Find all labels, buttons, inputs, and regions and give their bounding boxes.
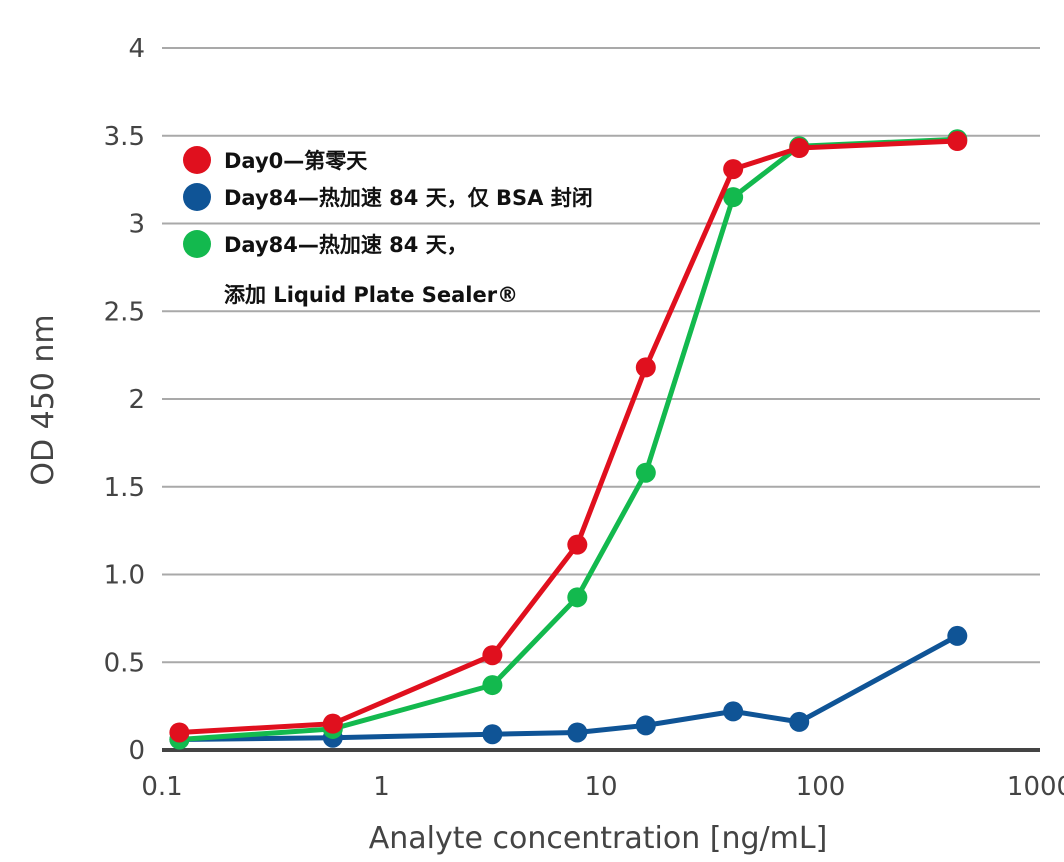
data-point	[947, 625, 968, 646]
x-tick-label: 100	[796, 772, 846, 802]
x-tick-label: 0.1	[141, 772, 182, 802]
series-line	[179, 138, 958, 735]
legend-label-day84-sealer-line2: 添加 Liquid Plate Sealer®	[224, 283, 518, 307]
y-tick-label: 1.0	[104, 561, 145, 591]
y-tick-label: 2.5	[104, 297, 145, 327]
data-point	[789, 711, 810, 732]
legend-label-day84-bsa: Day84—热加速 84 天，仅 BSA 封闭	[224, 186, 593, 210]
y-tick-labels: 0 0.5 1.0 1.5 2 2.5 3 3.5 4	[104, 34, 145, 766]
data-point	[169, 722, 190, 743]
series-2	[169, 129, 968, 750]
x-tick-label: 1000	[1007, 772, 1064, 802]
y-tick-label: 0.5	[104, 648, 145, 678]
x-tick-labels: 0.1 1 10 100 1000	[141, 772, 1064, 802]
legend-label-day0: Day0—第零天	[224, 149, 368, 173]
y-tick-label: 4	[128, 34, 145, 64]
legend-marker-day84-sealer	[183, 230, 211, 258]
data-point	[567, 587, 588, 608]
series-line	[179, 136, 958, 742]
y-tick-label: 1.5	[104, 473, 145, 503]
data-point	[635, 462, 656, 483]
data-point	[947, 131, 968, 152]
legend-marker-day84-bsa	[183, 183, 211, 211]
x-tick-label: 10	[584, 772, 617, 802]
y-tick-label: 2	[128, 385, 145, 415]
series-layer	[169, 129, 968, 750]
y-tick-label: 3	[128, 210, 145, 240]
data-point	[789, 138, 810, 159]
x-tick-label: 1	[373, 772, 390, 802]
legend-marker-day0	[183, 146, 211, 174]
data-point	[635, 357, 656, 378]
data-point	[723, 159, 744, 180]
y-axis-title: OD 450 nm	[26, 314, 61, 485]
data-point	[723, 187, 744, 208]
y-tick-label: 0	[128, 736, 145, 766]
data-point	[635, 715, 656, 736]
data-point	[567, 722, 588, 743]
data-point	[482, 645, 503, 666]
data-point	[567, 534, 588, 555]
x-axis-title: Analyte concentration [ng/mL]	[369, 821, 828, 856]
data-point	[482, 675, 503, 696]
data-point	[723, 701, 744, 722]
series-0	[169, 131, 968, 743]
legend-label-day84-sealer: Day84—热加速 84 天，	[224, 233, 468, 257]
data-point	[482, 724, 503, 745]
legend: Day0—第零天 Day84—热加速 84 天，仅 BSA 封闭 Day84—热…	[183, 146, 593, 307]
series-line	[179, 633, 959, 742]
data-point	[322, 713, 343, 734]
y-tick-label: 3.5	[104, 122, 145, 152]
